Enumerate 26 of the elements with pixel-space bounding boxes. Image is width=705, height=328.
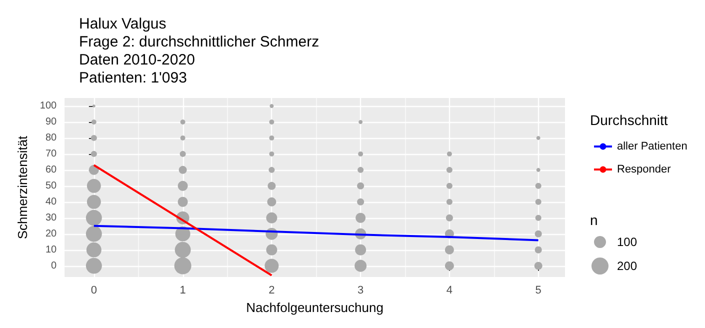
x-tick-label: 2 bbox=[268, 284, 275, 296]
legend-label: 200 bbox=[617, 259, 638, 273]
x-tick-label: 1 bbox=[180, 284, 186, 296]
x-axis-title: Nachfolgeuntersuchung bbox=[246, 300, 384, 315]
y-tick-label: 50 bbox=[45, 180, 58, 192]
y-tick-label: 60 bbox=[45, 164, 58, 176]
x-tick-label: 4 bbox=[446, 284, 453, 296]
legend-label: Responder bbox=[617, 164, 672, 176]
y-tick-label: 40 bbox=[45, 196, 58, 208]
y-tick-label: 100 bbox=[40, 100, 58, 112]
legend-title: Durchschnitt bbox=[590, 112, 668, 128]
y-tick-label: 20 bbox=[45, 228, 58, 240]
text: n bbox=[590, 212, 598, 228]
x-tick-label: 3 bbox=[358, 284, 364, 296]
x-tick-label: 0 bbox=[90, 284, 97, 296]
y-tick-label: 30 bbox=[45, 212, 58, 224]
y-tick-label: 90 bbox=[45, 116, 58, 128]
y-tick-label: 80 bbox=[45, 132, 58, 144]
y-tick-label: 10 bbox=[45, 244, 58, 256]
y-tick-label: 70 bbox=[45, 148, 58, 160]
chart-title: Halux Valgus Frage 2: durchschnittlicher Schmerz Daten 2010-2020 Patienten: 1'093 bbox=[79, 16, 320, 86]
y-tick-label: 0 bbox=[51, 260, 58, 272]
legend-label: aller Patienten bbox=[617, 140, 688, 152]
x-tick-label: 5 bbox=[535, 284, 542, 296]
y-axis-title: Schmerzintensität bbox=[15, 135, 30, 240]
legend-label: 100 bbox=[617, 235, 638, 249]
